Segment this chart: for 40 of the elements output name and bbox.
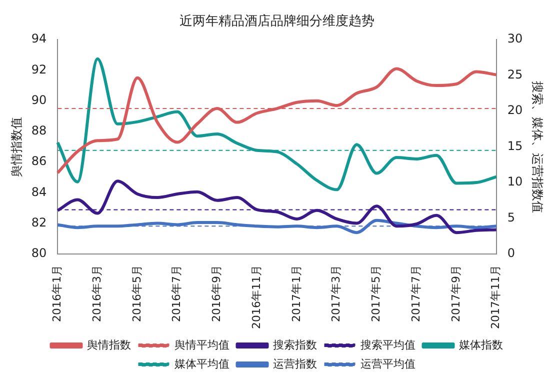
x-tick-label: 2016年9月 [210, 265, 224, 322]
legend-label: 运营平均值 [360, 357, 416, 370]
legend-label: 媒体指数 [458, 338, 503, 352]
y2-tick-label: 10 [507, 174, 523, 189]
legend-label: 搜索指数 [272, 338, 317, 352]
x-tick-label: 2017年1月 [290, 265, 303, 322]
x-tick-label: 2017年9月 [449, 265, 462, 322]
y2-tick-label: 30 [507, 32, 523, 46]
y-tick-label: 84 [31, 184, 47, 199]
x-tick-label: 2016年11月 [250, 265, 263, 330]
y2-tick-label: 15 [507, 138, 523, 153]
x-tick-label: 2017年7月 [409, 265, 422, 322]
line-series [56, 57, 498, 192]
legend-label: 舆情平均值 [174, 338, 230, 352]
x-tick-label: 2016年7月 [170, 265, 184, 322]
x-tick-label: 2016年1月 [50, 265, 64, 322]
y-tick-label: 86 [31, 154, 47, 168]
y2-tick-label: 25 [507, 67, 523, 82]
y2-axis-title: 搜索、媒体、运营指数值 [530, 80, 545, 213]
y2-tick-label: 0 [507, 246, 515, 260]
line-series [56, 67, 498, 174]
legend-label: 搜索平均值 [360, 338, 416, 352]
y2-tick-label: 5 [507, 210, 515, 224]
x-tick-label: 2016年5月 [130, 265, 144, 322]
legend-label: 媒体平均值 [174, 357, 230, 370]
y-tick-label: 90 [31, 92, 47, 107]
y-tick-label: 94 [31, 32, 47, 46]
legend-label: 舆情指数 [86, 338, 131, 352]
x-tick-label: 2017年3月 [330, 265, 343, 322]
y-tick-label: 92 [31, 62, 47, 76]
y2-tick-label: 20 [507, 103, 523, 118]
y-tick-label: 88 [31, 124, 47, 138]
x-tick-label: 2017年11月 [489, 265, 502, 330]
legend-label: 运营指数 [272, 357, 317, 370]
y-tick-label: 80 [31, 246, 47, 260]
y-axis-title: 舆情指数值 [9, 116, 24, 177]
y-tick-label: 82 [31, 216, 47, 230]
x-tick-label: 2016年3月 [90, 265, 104, 322]
chart-title: 近两年精品酒店品牌细分维度趋势 [180, 13, 374, 30]
x-tick-label: 2017年5月 [370, 265, 383, 322]
